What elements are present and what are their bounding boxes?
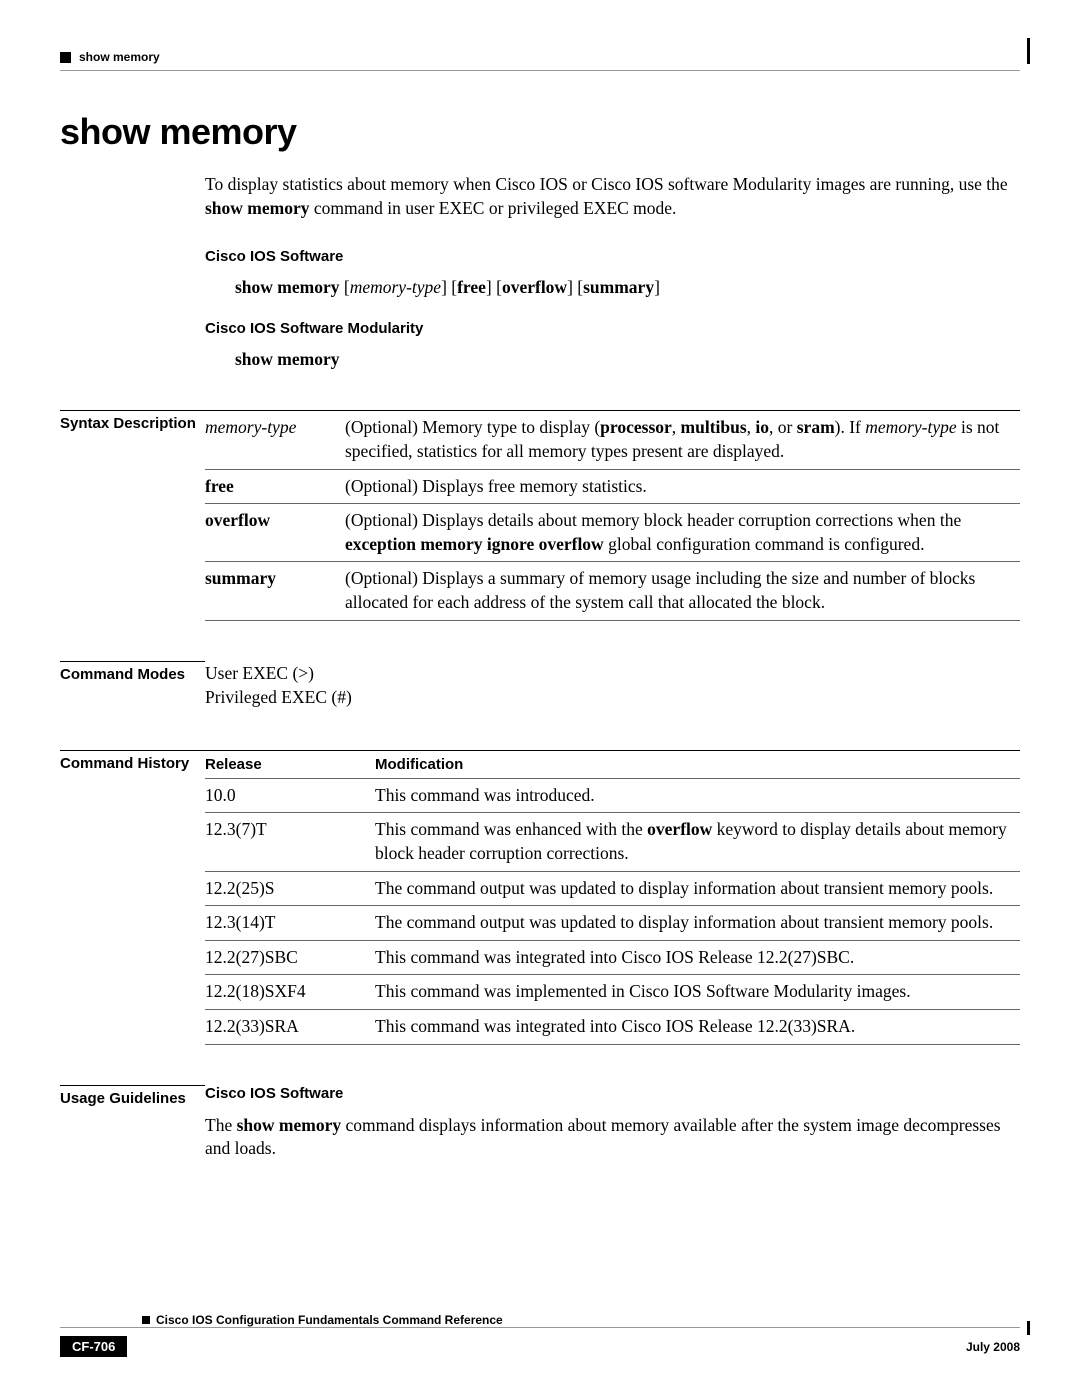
subhead-ios: Cisco IOS Software bbox=[205, 248, 1020, 265]
table-row: 12.2(25)SThe command output was updated … bbox=[205, 871, 1020, 906]
page-title: show memory bbox=[60, 111, 1020, 153]
mode-line: User EXEC (>) bbox=[205, 661, 1020, 686]
usage-guidelines-section: Usage Guidelines Cisco IOS Software The … bbox=[60, 1085, 1020, 1161]
table-row: memory-type (Optional) Memory type to di… bbox=[205, 411, 1020, 469]
usage-paragraph: The show memory command displays informa… bbox=[205, 1114, 1020, 1161]
syntax-table: memory-type (Optional) Memory type to di… bbox=[205, 410, 1020, 620]
label-history: Command History bbox=[60, 750, 205, 772]
footer-marker-icon bbox=[142, 1316, 150, 1324]
table-row: summary (Optional) Displays a summary of… bbox=[205, 562, 1020, 620]
syntax-line-modularity: show memory bbox=[235, 349, 1020, 370]
history-table: Release Modification 10.0This command wa… bbox=[205, 750, 1020, 1045]
table-row: 12.2(33)SRAThis command was integrated i… bbox=[205, 1010, 1020, 1045]
table-row: 10.0This command was introduced. bbox=[205, 778, 1020, 813]
page-footer: Cisco IOS Configuration Fundamentals Com… bbox=[60, 1313, 1020, 1357]
running-header: show memory bbox=[60, 50, 1020, 64]
running-title: show memory bbox=[79, 50, 160, 64]
subhead-modularity: Cisco IOS Software Modularity bbox=[205, 320, 1020, 337]
table-row: 12.3(14)TThe command output was updated … bbox=[205, 906, 1020, 941]
table-row: free (Optional) Displays free memory sta… bbox=[205, 469, 1020, 504]
syntax-line-ios: show memory [memory-type] [free] [overfl… bbox=[235, 277, 1020, 298]
usage-subhead: Cisco IOS Software bbox=[205, 1085, 1020, 1102]
table-row: overflow (Optional) Displays details abo… bbox=[205, 504, 1020, 562]
command-history-section: Command History Release Modification 10.… bbox=[60, 750, 1020, 1045]
label-modes: Command Modes bbox=[60, 661, 205, 683]
label-syntax: Syntax Description bbox=[60, 410, 205, 432]
intro-paragraph: To display statistics about memory when … bbox=[205, 173, 1020, 220]
col-modification: Modification bbox=[375, 750, 1020, 778]
page-number: CF-706 bbox=[60, 1336, 127, 1357]
command-modes-section: Command Modes User EXEC (>) Privileged E… bbox=[60, 661, 1020, 710]
header-marker-icon bbox=[60, 52, 71, 63]
table-row: 12.2(18)SXF4This command was implemented… bbox=[205, 975, 1020, 1010]
mode-line: Privileged EXEC (#) bbox=[205, 685, 1020, 710]
footer-date: July 2008 bbox=[966, 1340, 1020, 1354]
label-usage: Usage Guidelines bbox=[60, 1085, 205, 1107]
table-row: 12.2(27)SBCThis command was integrated i… bbox=[205, 940, 1020, 975]
col-release: Release bbox=[205, 750, 375, 778]
syntax-description-section: Syntax Description memory-type (Optional… bbox=[60, 410, 1020, 620]
footer-book-title: Cisco IOS Configuration Fundamentals Com… bbox=[156, 1313, 503, 1327]
table-row: 12.3(7)TThis command was enhanced with t… bbox=[205, 813, 1020, 871]
